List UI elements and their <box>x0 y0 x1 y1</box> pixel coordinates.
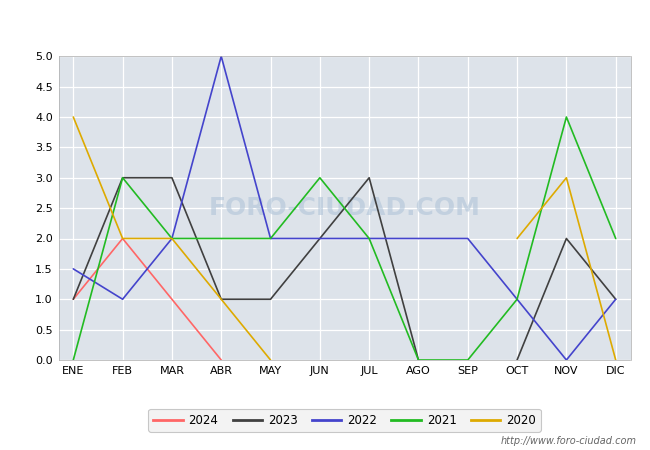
Text: Matriculaciones de Vehiculos en Rosal de la Frontera: Matriculaciones de Vehiculos en Rosal de… <box>114 16 536 31</box>
Legend: 2024, 2023, 2022, 2021, 2020: 2024, 2023, 2022, 2021, 2020 <box>148 409 541 432</box>
Text: FORO-CIUDAD.COM: FORO-CIUDAD.COM <box>209 196 480 220</box>
Text: http://www.foro-ciudad.com: http://www.foro-ciudad.com <box>501 436 637 446</box>
